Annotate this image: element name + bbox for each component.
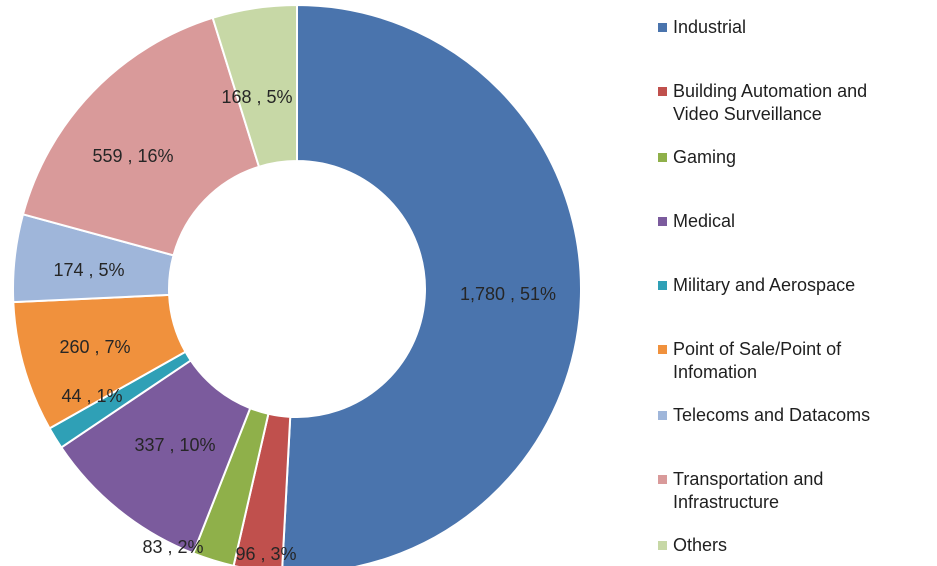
legend-label: Others: [673, 535, 728, 555]
legend-label: Gaming: [673, 147, 737, 167]
data-label: 260 , 7%: [59, 337, 130, 357]
slices-layer: [12, 3, 583, 566]
data-label: 559 , 16%: [92, 146, 173, 166]
legend-swatch: [658, 411, 667, 420]
data-label: 96 , 3%: [235, 544, 296, 564]
legend-swatch: [658, 281, 667, 290]
legend-swatch: [658, 345, 667, 354]
legend-label: Industrial: [673, 17, 747, 37]
data-label: 44 , 1%: [61, 386, 122, 406]
slice-8: [211, 3, 298, 169]
legend-item: Transportation and Infrastructure: [658, 468, 823, 514]
legend-item: Medical: [658, 210, 735, 233]
slice-0: [281, 3, 583, 566]
legend-label: Transportation and Infrastructure: [673, 469, 824, 512]
legend-swatch: [658, 541, 667, 550]
legend-swatch: [658, 475, 667, 484]
legend-swatch: [658, 217, 667, 226]
legend-item: Military and Aerospace: [658, 274, 855, 297]
data-labels-layer: 1,780 , 51% 96 , 3% 83 , 2% 337 , 10% 44 , 1…: [53, 87, 556, 564]
legend-label: Building Automation and Video Surveillan…: [673, 81, 868, 124]
data-label: 1,780 , 51%: [460, 284, 556, 304]
legend-label: Telecoms and Datacoms: [673, 405, 871, 425]
legend-swatch: [658, 153, 667, 162]
data-label: 174 , 5%: [53, 260, 124, 280]
data-label: 83 , 2%: [142, 537, 203, 557]
legend-label: Point of Sale/Point of Infomation: [673, 339, 842, 382]
data-label: 337 , 10%: [134, 435, 215, 455]
legend-item: Gaming: [658, 146, 736, 169]
legend-item: Point of Sale/Point of Infomation: [658, 338, 841, 384]
data-label: 168 , 5%: [221, 87, 292, 107]
legend-item: Others: [658, 534, 727, 557]
legend-label: Medical: [673, 211, 736, 231]
legend-label: Military and Aerospace: [673, 275, 856, 295]
legend-item: Industrial: [658, 16, 746, 39]
slice-7: [21, 16, 261, 257]
legend-swatch: [658, 23, 667, 32]
legend-item: Building Automation and Video Surveillan…: [658, 80, 867, 126]
legend-item: Telecoms and Datacoms: [658, 404, 870, 427]
legend-swatch: [658, 87, 667, 96]
